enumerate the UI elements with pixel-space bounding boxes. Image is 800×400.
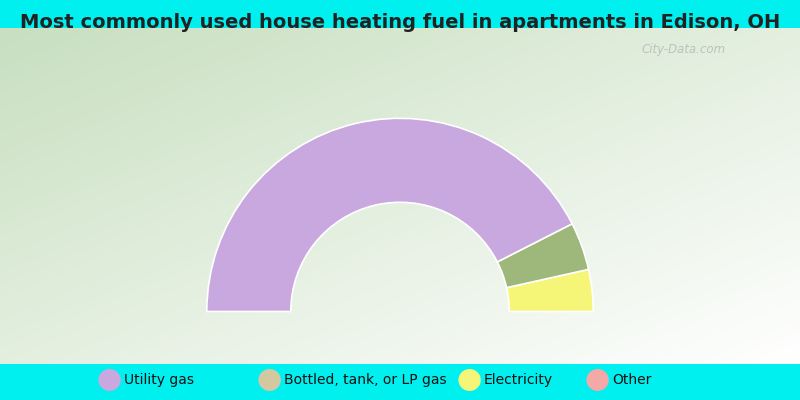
Ellipse shape <box>98 369 121 391</box>
Wedge shape <box>498 224 589 288</box>
Text: Electricity: Electricity <box>484 373 553 387</box>
Wedge shape <box>206 118 572 312</box>
Ellipse shape <box>258 369 281 391</box>
Text: City-Data.com: City-Data.com <box>642 43 726 56</box>
Text: Most commonly used house heating fuel in apartments in Edison, OH: Most commonly used house heating fuel in… <box>20 13 780 32</box>
Ellipse shape <box>458 369 481 391</box>
Text: Utility gas: Utility gas <box>124 373 194 387</box>
Ellipse shape <box>586 369 609 391</box>
Text: Bottled, tank, or LP gas: Bottled, tank, or LP gas <box>284 373 446 387</box>
Text: Other: Other <box>612 373 651 387</box>
Wedge shape <box>506 269 594 312</box>
